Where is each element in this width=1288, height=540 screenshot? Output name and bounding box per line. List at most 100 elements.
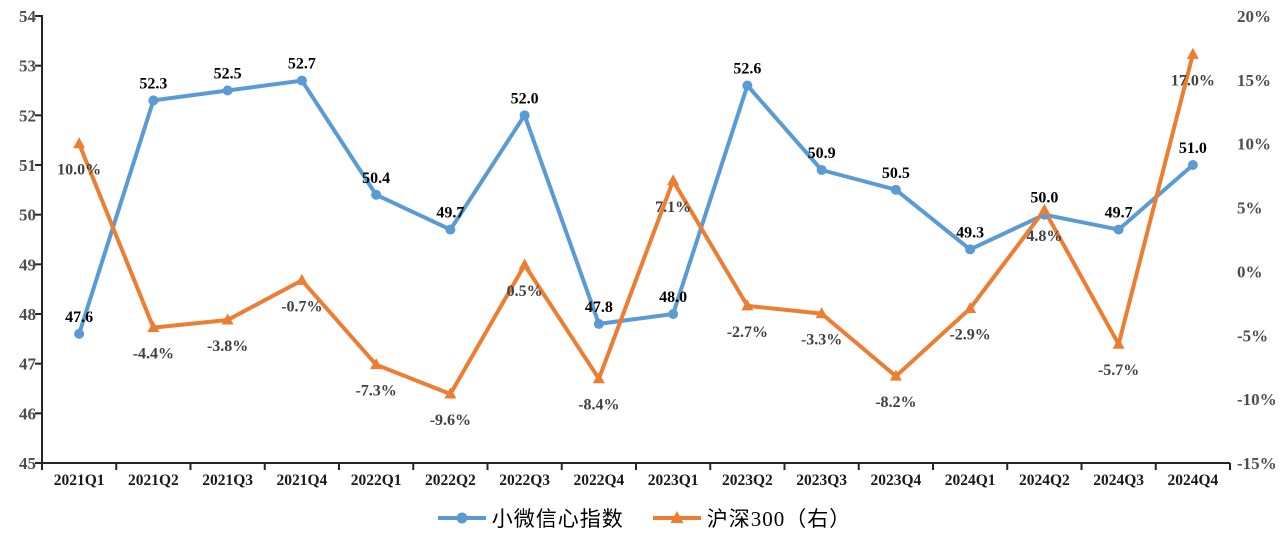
data-label: 47.6 xyxy=(65,309,93,326)
data-label: -9.6% xyxy=(430,412,471,429)
x-axis-category-label: 2021Q4 xyxy=(276,472,327,489)
data-label: 52.0 xyxy=(511,90,539,107)
data-point-circle xyxy=(74,328,85,339)
data-label: -2.9% xyxy=(949,326,990,343)
series-line-0 xyxy=(77,78,1195,336)
data-point-circle xyxy=(1113,224,1124,235)
data-point-triangle xyxy=(1186,47,1199,59)
y-axis-tick-label: 45 xyxy=(19,454,36,473)
data-label: 49.7 xyxy=(436,205,464,222)
data-point-triangle xyxy=(444,387,457,399)
y2-axis-tick-label: -15% xyxy=(1237,454,1277,473)
data-point-circle xyxy=(222,85,233,96)
x-axis-category-label: 2024Q1 xyxy=(945,472,996,489)
data-point-circle xyxy=(965,244,976,255)
x-axis-category-label: 2022Q3 xyxy=(499,472,550,489)
x-axis-category-label: 2021Q2 xyxy=(128,472,179,489)
y2-axis-tick-label: -10% xyxy=(1237,390,1277,409)
data-label: 0.5% xyxy=(507,283,543,300)
legend-label-csi300: 沪深300（右） xyxy=(706,507,852,531)
y-axis-tick-label: 51 xyxy=(19,156,36,175)
data-label: -8.2% xyxy=(875,394,916,411)
x-axis-category-label: 2023Q2 xyxy=(722,472,773,489)
y2-axis-tick-label: 0% xyxy=(1237,262,1263,281)
data-label: 50.4 xyxy=(362,170,390,187)
data-label: 50.5 xyxy=(882,165,910,182)
data-label: 52.5 xyxy=(214,66,242,83)
data-label: 4.8% xyxy=(1026,228,1062,245)
data-point-triangle xyxy=(741,299,754,311)
data-label: 49.7 xyxy=(1105,205,1133,222)
y-axis-tick-label: 49 xyxy=(19,255,36,274)
x-axis-category-label: 2024Q2 xyxy=(1019,472,1070,489)
data-label: 52.6 xyxy=(733,61,761,78)
chart-plot-area: 54 53 52 51 50 49 48 47 46 45 20% 15% 10% 5% 0% -5% -10%… xyxy=(19,7,1277,489)
y2-axis-tick-label: 10% xyxy=(1237,135,1271,154)
data-label: -3.8% xyxy=(207,338,248,355)
data-point-triangle xyxy=(147,321,160,333)
data-point-circle xyxy=(371,189,382,200)
data-point-triangle xyxy=(592,372,605,384)
data-label: 48.0 xyxy=(659,289,687,306)
y2-axis-tick-label: 5% xyxy=(1237,199,1263,218)
data-point-triangle xyxy=(1112,337,1125,349)
data-label: 52.7 xyxy=(288,56,316,73)
data-label: 49.3 xyxy=(956,224,984,241)
data-point-circle xyxy=(593,318,604,329)
data-point-triangle xyxy=(370,358,383,370)
data-point-triangle xyxy=(518,258,531,270)
data-label: -7.3% xyxy=(355,383,396,400)
data-point-circle xyxy=(668,309,679,319)
data-label: -5.7% xyxy=(1098,362,1139,379)
y-axis-tick-label: 50 xyxy=(19,206,36,225)
data-point-triangle xyxy=(221,313,234,325)
data-label: -4.4% xyxy=(133,346,174,363)
data-label: -2.7% xyxy=(727,324,768,341)
y2-axis-tick-label: 15% xyxy=(1237,71,1271,90)
data-point-triangle xyxy=(1038,203,1051,215)
data-point-triangle xyxy=(667,174,680,186)
x-axis-category-label: 2022Q4 xyxy=(573,472,624,489)
y-axis-tick-label: 52 xyxy=(19,106,36,125)
y2-axis-tick-label: -5% xyxy=(1237,326,1268,345)
y-axis-tick-label: 47 xyxy=(19,355,37,374)
x-axis-category-label: 2024Q3 xyxy=(1093,472,1144,489)
x-axis-category-label: 2021Q1 xyxy=(54,472,105,489)
data-label: -8.4% xyxy=(578,397,619,414)
data-point-circle xyxy=(890,184,901,195)
data-label: 10.0% xyxy=(57,162,101,179)
y-axis-tick-label: 54 xyxy=(19,7,37,26)
y-axis-tick-label: 53 xyxy=(19,57,36,76)
data-point-circle xyxy=(296,75,307,86)
data-point-triangle xyxy=(889,369,902,381)
data-point-circle xyxy=(445,224,456,235)
x-axis-category-label: 2024Q4 xyxy=(1167,472,1218,489)
data-point-circle xyxy=(148,95,159,106)
data-label: 47.8 xyxy=(585,299,613,316)
x-axis-category-label: 2022Q1 xyxy=(351,472,402,489)
legend-line-triangle-icon xyxy=(652,511,701,523)
data-label: 50.0 xyxy=(1030,190,1058,207)
data-label: 17.0% xyxy=(1171,72,1215,89)
data-label: 50.9 xyxy=(808,145,836,162)
x-axis-category-label: 2022Q2 xyxy=(425,472,476,489)
legend-item-csi300: 沪深300（右） xyxy=(652,503,852,533)
data-label: -3.3% xyxy=(801,332,842,349)
data-label: 52.3 xyxy=(139,75,167,92)
data-point-circle xyxy=(519,110,530,121)
series-line-1 xyxy=(77,52,1195,396)
y2-axis-tick-label: 20% xyxy=(1237,7,1271,26)
x-axis-category-label: 2023Q4 xyxy=(870,472,921,489)
data-point-triangle xyxy=(964,301,977,313)
data-label: -0.7% xyxy=(281,298,322,315)
y-axis-tick-label: 48 xyxy=(19,305,36,324)
chart-legend: 小微信心指数 沪深300（右） xyxy=(0,496,1288,540)
x-axis-category-label: 2021Q3 xyxy=(202,472,253,489)
x-axis-category-label: 2023Q3 xyxy=(796,472,847,489)
legend-item-index: 小微信心指数 xyxy=(437,503,624,533)
x-axis-category-label: 2023Q1 xyxy=(648,472,699,489)
data-point-triangle xyxy=(73,137,86,149)
data-point-circle xyxy=(816,164,827,175)
legend-label-index: 小微信心指数 xyxy=(491,507,624,531)
